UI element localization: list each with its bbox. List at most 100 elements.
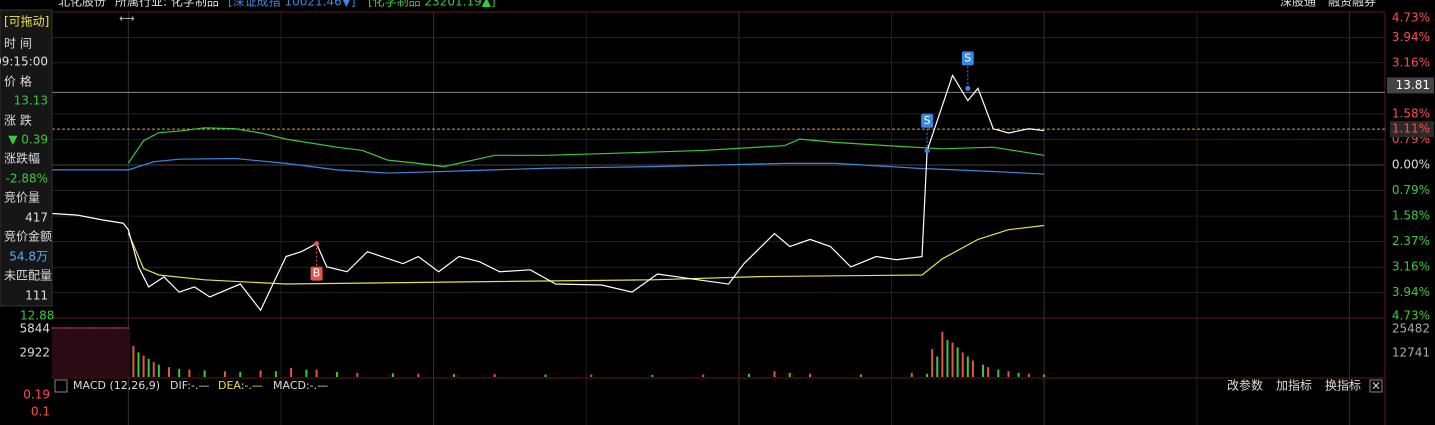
volume-bar (168, 367, 171, 377)
industry-line (127, 127, 1045, 168)
industry-quote[interactable]: [化学制品 23201.19▲] (368, 0, 496, 9)
marker-dot (924, 148, 930, 154)
volume-bar (987, 367, 990, 377)
value: 13.13 (14, 94, 48, 108)
volume-bar (961, 352, 964, 377)
volume-bar (1027, 373, 1030, 377)
volume-bar (259, 370, 262, 377)
marker-box (310, 266, 323, 281)
macd-dif: DIF:-.— (170, 379, 209, 392)
plot: 4.73%3.94%3.16%1.58%0.79%0.00%0.79%1.58%… (19, 11, 1434, 419)
volume-bar (132, 345, 135, 377)
button[interactable]: 加指标 (1276, 378, 1312, 393)
y-tick-label: 0.19 (23, 388, 50, 402)
index-quote[interactable]: [深证成指 10021.46▼] (228, 0, 356, 9)
macd-title[interactable]: MACD (12,26,9) (73, 379, 160, 392)
label: 时 间 (4, 37, 32, 51)
button[interactable]: 改参数 (1227, 378, 1263, 393)
close-button[interactable] (1369, 379, 1383, 393)
volume-bar (590, 374, 593, 377)
value: 54.8万 (9, 250, 48, 264)
volume-bar (356, 372, 359, 377)
volume-bar (931, 349, 934, 377)
current-label: 1.11% (1392, 122, 1430, 136)
volume-bar (239, 372, 242, 377)
y-tick-label: 1.58% (1392, 209, 1430, 223)
y-tick-label: 2.37% (1392, 234, 1430, 248)
volume-bar (1017, 372, 1020, 377)
y-tick-label: 1.58% (1392, 106, 1430, 120)
label: 竞价金额 (4, 229, 52, 244)
value: ▼ 0.39 (8, 133, 48, 147)
y-tick-label: 4.73% (1392, 309, 1430, 323)
volume-bar (178, 368, 181, 377)
label: 竞价量 (4, 191, 40, 205)
y-tick-label: 3.16% (1392, 260, 1430, 274)
volume-bar (946, 340, 949, 377)
volume-bar (157, 364, 160, 377)
value: -2.88% (6, 172, 48, 186)
volume-bar (859, 374, 862, 377)
volume-bar (335, 372, 338, 377)
volume-bar (926, 373, 929, 377)
price-line (51, 73, 1045, 312)
marker-dot (965, 85, 971, 91)
marker-box (961, 51, 974, 66)
drag-label[interactable]: [可拖动] (4, 15, 49, 29)
industry: 所属行业: 化学制品 (115, 0, 219, 9)
label: 涨 跌 (4, 113, 32, 128)
y2-tick-label: 25482 (1392, 322, 1430, 336)
low-label: 12.88 (20, 309, 54, 323)
y-tick-label: 3.16% (1392, 55, 1430, 69)
tab[interactable]: 融资融券 (1328, 0, 1376, 9)
marker-dot (314, 241, 320, 247)
label: 未匹配量 (4, 269, 52, 283)
volume-bar (941, 331, 944, 377)
volume-bar (290, 367, 293, 377)
close-button[interactable]: × (1371, 379, 1381, 393)
tab[interactable]: 深股通 (1280, 0, 1316, 9)
volume-bar (203, 370, 206, 377)
value: 417 (25, 211, 48, 225)
marker-label: S (964, 51, 971, 64)
crosshair-tag (1387, 77, 1434, 94)
volume-bar (809, 373, 812, 377)
volume-bar (544, 374, 547, 377)
y2-tick-label: 12741 (1392, 346, 1430, 360)
y-tick-label: 0.79% (1392, 183, 1430, 197)
volume-bar (1007, 371, 1010, 377)
volume-bar (142, 355, 145, 377)
button[interactable]: 换指标 (1325, 378, 1361, 393)
marker-label: S (924, 114, 931, 127)
marker-box (921, 113, 934, 128)
y-tick-label: 5844 (19, 322, 50, 336)
volume-bar (305, 369, 308, 377)
volume-bar (391, 373, 394, 377)
volume-bar (147, 358, 150, 377)
volume-bar (223, 371, 226, 377)
volume-bar (188, 369, 191, 377)
volume-bar (315, 369, 318, 377)
volume-bar (137, 352, 140, 377)
y-tick-label: 0.1 (31, 405, 50, 419)
volume-bar (971, 360, 974, 377)
volume-bar (788, 372, 791, 377)
volume-bar (274, 371, 277, 377)
volume-bar (951, 342, 954, 377)
y-tick-label: 3.94% (1392, 285, 1430, 299)
volume-bar (910, 372, 913, 377)
macd-dea: DEA:-.— (218, 379, 263, 392)
volume-bar (152, 362, 155, 377)
stock-name[interactable]: 北化股份 (58, 0, 106, 9)
macd-menu[interactable] (54, 379, 68, 393)
y-tick-label: 2922 (19, 346, 50, 360)
volume-bar (956, 347, 959, 377)
drag-icon[interactable]: ⟷ (119, 12, 135, 25)
info-panel[interactable] (0, 9, 53, 307)
volume-bar (997, 369, 1000, 377)
volume-bar (748, 373, 751, 377)
volume-bar (702, 374, 705, 377)
